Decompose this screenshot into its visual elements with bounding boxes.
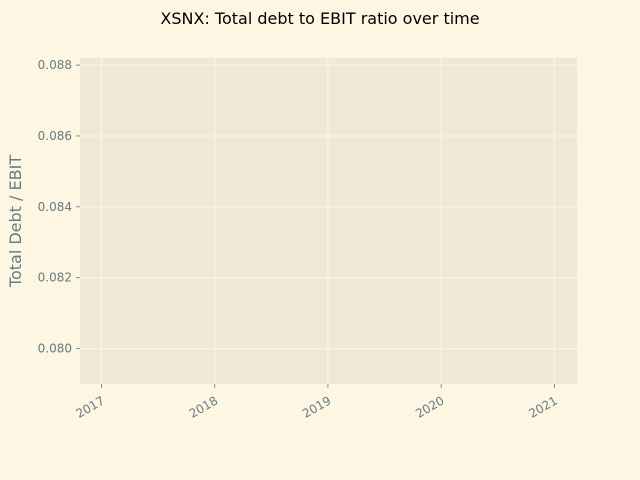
grid-lines (80, 58, 577, 384)
y-tick-label: 0.086 (38, 129, 72, 143)
y-tick-label: 0.084 (38, 200, 72, 214)
x-tick-label: 2017 (74, 393, 107, 420)
y-tick-label: 0.088 (38, 58, 72, 72)
x-tick-label: 2020 (413, 393, 446, 420)
y-axis-label: Total Debt / EBIT (6, 155, 25, 288)
x-tick-label: 2019 (300, 393, 333, 420)
y-axis-ticks: 0.080 0.082 0.084 0.086 0.088 (38, 58, 80, 356)
x-axis-ticks: 2017 2018 2019 2020 2021 (74, 384, 560, 421)
y-tick-label: 0.080 (38, 342, 72, 356)
y-tick-label: 0.082 (38, 271, 72, 285)
plot-area (80, 58, 577, 384)
x-tick-label: 2018 (187, 393, 220, 420)
chart-title: XSNX: Total debt to EBIT ratio over time (160, 9, 479, 28)
x-tick-label: 2021 (526, 393, 559, 420)
